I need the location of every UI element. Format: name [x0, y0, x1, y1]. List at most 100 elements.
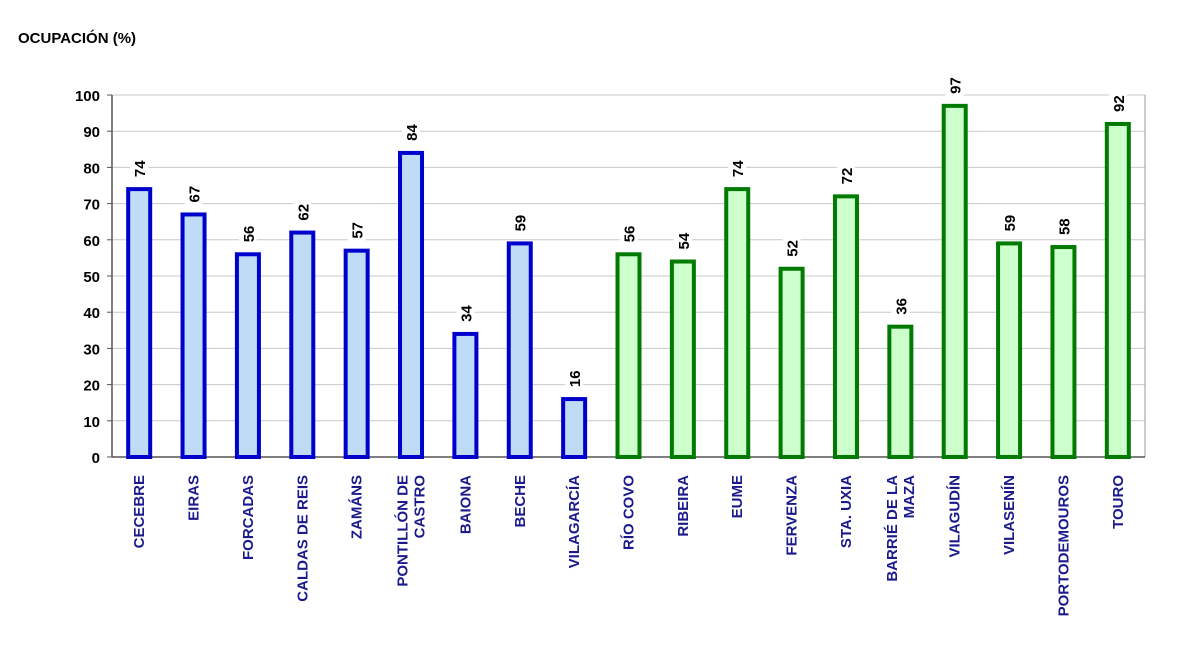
- value-label-bg: [1000, 205, 1019, 234]
- bar: [996, 241, 1023, 459]
- y-tick-label: 90: [83, 124, 100, 141]
- x-tick-label-line: STA. UXIA: [838, 475, 855, 548]
- value-label: 56: [241, 226, 258, 243]
- bar: [1050, 245, 1077, 459]
- x-tick-label-line: EIRAS: [186, 475, 203, 521]
- value-label: 74: [132, 160, 149, 177]
- x-tick-label: RÍO COVO: [621, 475, 638, 550]
- x-tick-label: TOURO: [1110, 475, 1127, 529]
- x-tick-label: PONTILLÓN DECASTRO: [394, 475, 429, 587]
- x-tick-label-line: BECHE: [512, 475, 529, 528]
- value-label: 36: [893, 298, 910, 315]
- x-tick-label-line: MAZA: [901, 475, 918, 518]
- bar: [1104, 121, 1131, 460]
- value-label: 92: [1111, 95, 1128, 112]
- x-tick-label-line: PORTODEMOUROS: [1055, 475, 1072, 616]
- x-tick-label-line: ZAMÁNS: [349, 475, 366, 539]
- x-tick-label: PORTODEMOUROS: [1055, 475, 1072, 616]
- value-label-bg: [293, 194, 312, 223]
- x-tick-label: BARRIÉ DE LAMAZA: [884, 475, 918, 582]
- x-tick-label-line: VILASENÍN: [1001, 475, 1018, 555]
- value-label-bg: [836, 158, 855, 187]
- x-tick-label-line: RÍO COVO: [621, 475, 638, 550]
- x-tick-label: BAIONA: [457, 475, 474, 534]
- value-label-bg: [565, 361, 584, 390]
- value-label: 59: [1002, 215, 1019, 232]
- bar: [724, 187, 751, 459]
- value-label: 34: [458, 305, 475, 322]
- bar: [832, 194, 859, 460]
- value-label-bg: [184, 176, 203, 205]
- value-label-bg: [130, 151, 149, 180]
- bar: [561, 397, 588, 459]
- value-label-bg: [619, 216, 638, 245]
- value-label: 56: [622, 226, 639, 243]
- bar: [126, 187, 153, 459]
- y-tick-label: 40: [83, 305, 100, 322]
- y-tick-label: 30: [83, 341, 100, 358]
- x-tick-label: ZAMÁNS: [349, 475, 366, 539]
- x-tick-label-line: TOURO: [1110, 475, 1127, 529]
- x-tick-label: RIBEIRA: [675, 475, 692, 537]
- y-tick-label: 60: [83, 233, 100, 250]
- x-tick-label-line: CASTRO: [412, 475, 429, 539]
- x-tick-label: VILASENÍN: [1001, 475, 1018, 555]
- x-tick-label: STA. UXIA: [838, 475, 855, 548]
- y-tick-label: 80: [83, 160, 100, 177]
- bar: [289, 230, 316, 459]
- value-label-bg: [510, 205, 529, 234]
- bar: [506, 241, 533, 459]
- value-label: 52: [785, 240, 802, 257]
- bar: [180, 212, 207, 459]
- x-tick-label-line: BAIONA: [457, 475, 474, 534]
- y-tick-label: 70: [83, 197, 100, 214]
- value-label: 84: [404, 124, 421, 141]
- x-tick-label: FORCADAS: [240, 475, 257, 560]
- x-tick-label-line: BARRIÉ DE LA: [884, 475, 901, 582]
- y-tick-label: 20: [83, 378, 100, 395]
- y-tick-label: 0: [92, 450, 100, 467]
- chart-title: OCUPACIÓN (%): [18, 29, 136, 47]
- value-label-bg: [945, 67, 964, 96]
- x-tick-label-line: VILAGARCÍA: [566, 475, 583, 569]
- value-label-bg: [1108, 85, 1127, 114]
- value-label-bg: [673, 223, 692, 252]
- x-tick-label-line: FERVENZA: [784, 475, 801, 556]
- bar: [941, 103, 968, 460]
- x-tick-label: EIRAS: [186, 475, 203, 521]
- value-label-bg: [238, 216, 257, 245]
- x-tick-label: FERVENZA: [784, 475, 801, 556]
- x-tick-label-line: PONTILLÓN DE: [394, 475, 412, 587]
- x-tick-label: EUME: [729, 475, 746, 518]
- value-label: 16: [567, 370, 584, 387]
- value-label-bg: [782, 230, 801, 259]
- value-label: 58: [1056, 218, 1073, 235]
- value-label-bg: [1054, 209, 1073, 238]
- value-label-bg: [402, 114, 421, 143]
- value-label: 67: [187, 186, 204, 203]
- value-label: 72: [839, 168, 856, 185]
- bar: [778, 266, 805, 460]
- x-tick-label-line: CECEBRE: [131, 475, 148, 548]
- bar: [615, 252, 642, 459]
- x-tick-label: CALDAS DE REIS: [294, 475, 311, 602]
- value-label-bg: [456, 295, 475, 324]
- value-label-bg: [728, 151, 747, 180]
- bar: [234, 252, 261, 459]
- y-tick-label: 50: [83, 269, 100, 286]
- value-label: 59: [513, 215, 530, 232]
- bar: [343, 248, 370, 459]
- x-tick-label-line: FORCADAS: [240, 475, 257, 560]
- bar: [452, 331, 479, 460]
- x-tick-label-line: EUME: [729, 475, 746, 518]
- value-label: 97: [948, 77, 965, 94]
- bar: [887, 324, 914, 459]
- value-label-bg: [347, 212, 366, 241]
- x-tick-label-line: VILAGUDÍN: [947, 475, 964, 558]
- value-label: 57: [350, 222, 367, 239]
- bar: [669, 259, 696, 459]
- x-tick-label: VILAGUDÍN: [947, 475, 964, 558]
- x-tick-label: BECHE: [512, 475, 529, 528]
- bar: [398, 150, 425, 459]
